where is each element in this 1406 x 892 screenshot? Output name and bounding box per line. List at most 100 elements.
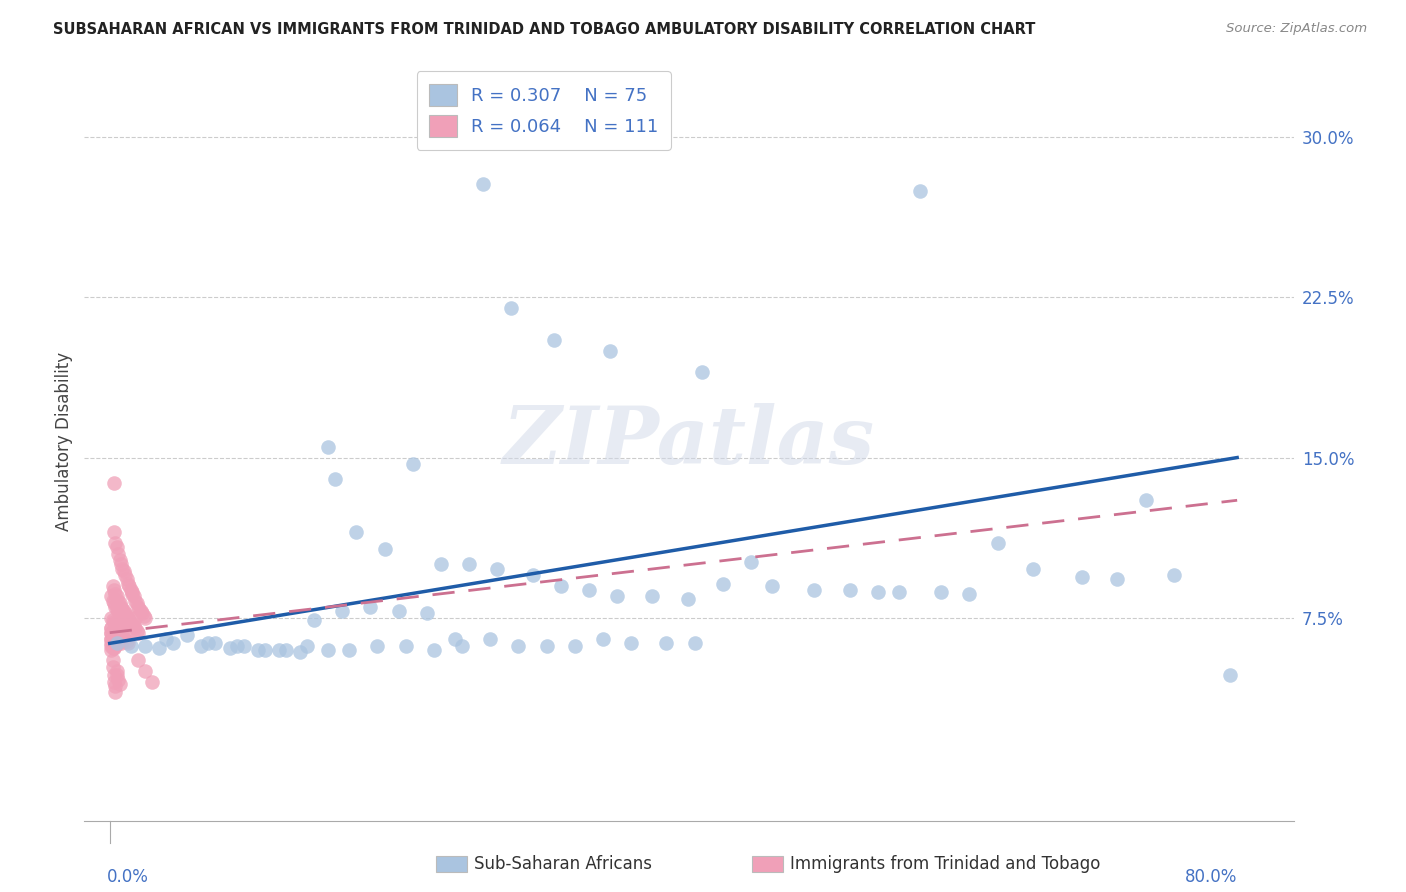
Point bbox=[103, 668, 125, 682]
Point bbox=[641, 590, 664, 604]
Point bbox=[118, 579, 141, 593]
Point bbox=[359, 600, 381, 615]
Point bbox=[122, 619, 145, 633]
Point bbox=[129, 604, 152, 618]
Point bbox=[121, 617, 143, 632]
Point bbox=[112, 564, 135, 578]
Point bbox=[101, 613, 124, 627]
Point bbox=[101, 634, 124, 648]
Point bbox=[108, 677, 131, 691]
Point bbox=[105, 668, 128, 682]
Point bbox=[204, 636, 226, 650]
Point bbox=[104, 685, 127, 699]
Point bbox=[599, 343, 621, 358]
Point bbox=[101, 593, 124, 607]
Point bbox=[155, 632, 177, 646]
Point bbox=[395, 639, 418, 653]
Point bbox=[295, 639, 318, 653]
Point bbox=[501, 301, 523, 315]
Point bbox=[866, 585, 889, 599]
Point bbox=[111, 628, 134, 642]
Point bbox=[125, 596, 148, 610]
Point bbox=[103, 582, 125, 597]
Point bbox=[110, 600, 132, 615]
Point bbox=[929, 585, 952, 599]
Point bbox=[100, 622, 122, 636]
Point bbox=[887, 585, 910, 599]
Point bbox=[225, 639, 247, 653]
Point bbox=[337, 642, 360, 657]
Text: ZIPatlas: ZIPatlas bbox=[503, 403, 875, 480]
Point bbox=[1022, 561, 1045, 575]
Point bbox=[108, 607, 131, 621]
Point bbox=[108, 596, 131, 610]
Point bbox=[105, 664, 128, 678]
Point bbox=[957, 587, 980, 601]
Point bbox=[416, 607, 439, 621]
Point bbox=[112, 630, 135, 644]
Point bbox=[103, 674, 125, 689]
Point bbox=[288, 645, 311, 659]
Point bbox=[103, 630, 125, 644]
Point bbox=[344, 525, 367, 540]
Point bbox=[112, 604, 135, 618]
Y-axis label: Ambulatory Disability: Ambulatory Disability bbox=[55, 352, 73, 531]
Point bbox=[127, 625, 149, 640]
Point bbox=[101, 640, 124, 655]
Point bbox=[110, 608, 132, 623]
Point bbox=[127, 653, 149, 667]
Point bbox=[104, 617, 127, 632]
Point bbox=[620, 636, 643, 650]
Point bbox=[100, 625, 122, 640]
Point bbox=[302, 613, 325, 627]
Point bbox=[253, 642, 276, 657]
Point bbox=[479, 632, 502, 646]
Point bbox=[134, 611, 156, 625]
Text: 80.0%: 80.0% bbox=[1185, 868, 1237, 886]
Point bbox=[115, 608, 138, 623]
Point bbox=[232, 639, 254, 653]
Point bbox=[550, 579, 572, 593]
Point bbox=[104, 628, 127, 642]
Point bbox=[115, 617, 138, 632]
Point bbox=[100, 632, 122, 646]
Point bbox=[105, 619, 128, 633]
Text: Source: ZipAtlas.com: Source: ZipAtlas.com bbox=[1226, 22, 1367, 36]
Point bbox=[108, 634, 131, 648]
Point bbox=[103, 640, 125, 655]
Point bbox=[1107, 572, 1129, 586]
Point bbox=[522, 568, 544, 582]
Point bbox=[114, 568, 136, 582]
Point bbox=[711, 576, 734, 591]
Point bbox=[132, 608, 155, 623]
Point bbox=[134, 664, 156, 678]
Point bbox=[105, 636, 128, 650]
Point bbox=[111, 561, 134, 575]
Point bbox=[101, 660, 124, 674]
Point bbox=[105, 630, 128, 644]
Point bbox=[107, 547, 129, 561]
Point bbox=[124, 611, 146, 625]
Point bbox=[451, 639, 474, 653]
Point bbox=[388, 604, 411, 618]
Point bbox=[124, 622, 146, 636]
Point bbox=[100, 636, 122, 650]
Point bbox=[444, 632, 467, 646]
Point bbox=[120, 639, 142, 653]
Point bbox=[105, 602, 128, 616]
Point bbox=[162, 636, 184, 650]
Point bbox=[121, 585, 143, 599]
Point bbox=[117, 611, 139, 625]
Text: Sub-Saharan Africans: Sub-Saharan Africans bbox=[474, 855, 652, 873]
Point bbox=[578, 582, 600, 597]
Point bbox=[101, 628, 124, 642]
Point bbox=[107, 593, 129, 607]
Point bbox=[100, 632, 122, 646]
Point bbox=[110, 558, 132, 572]
Point bbox=[838, 582, 860, 597]
Point bbox=[110, 625, 132, 640]
Point bbox=[101, 653, 124, 667]
Point bbox=[423, 642, 446, 657]
Point bbox=[740, 555, 762, 569]
Point bbox=[987, 536, 1010, 550]
